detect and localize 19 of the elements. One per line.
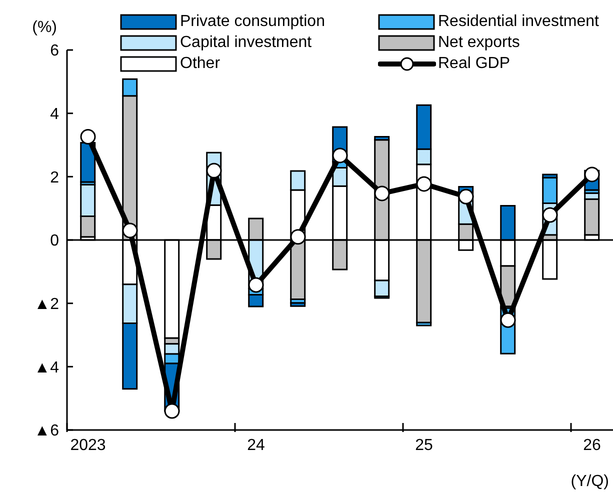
y-tick-label: 6 xyxy=(50,42,60,60)
y-tick-label: 0 xyxy=(50,232,60,250)
y-tick-label: ▲6 xyxy=(34,422,60,440)
y-tick-label: ▲2 xyxy=(34,296,60,314)
legend-label: Private consumption xyxy=(180,12,325,32)
y-tick-label: 2 xyxy=(50,169,60,186)
x-tick-label: 25 xyxy=(415,437,433,454)
x-axis-title: (Y/Q) xyxy=(570,473,609,490)
y-tick-label: 4 xyxy=(50,106,60,124)
legend-label: Net exports xyxy=(438,33,520,53)
x-tick-label: 26 xyxy=(583,437,601,454)
x-tick-label: 24 xyxy=(247,437,265,454)
y-tick-label: ▲4 xyxy=(34,359,60,376)
legend-label: Residential investment xyxy=(438,12,599,32)
x-tick-label: 2023 xyxy=(70,437,106,454)
legend-label: Other xyxy=(180,54,220,74)
y-axis-title: (%) xyxy=(32,19,57,36)
legend-label: Capital investment xyxy=(180,33,312,53)
legend-label: Real GDP xyxy=(438,54,510,74)
